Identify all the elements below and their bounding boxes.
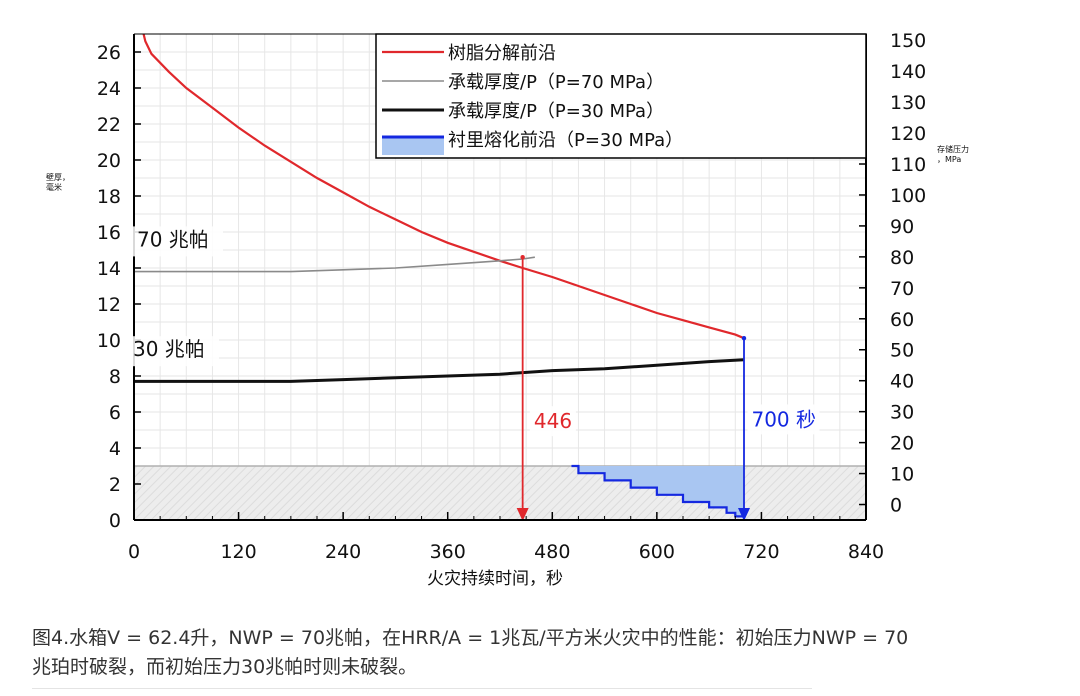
y2-tick-label: 90 <box>890 216 914 238</box>
y2-axis-label-line-2: ，MPa <box>937 155 961 164</box>
y2-tick-label: 100 <box>890 185 926 207</box>
series-line-1 <box>134 256 535 273</box>
y2-tick-label: 80 <box>890 247 914 269</box>
shaded-region-group <box>134 465 866 520</box>
legend-label-3: 衬里熔化前沿（P=30 MPa） <box>448 130 683 151</box>
shaded-region <box>134 466 866 520</box>
legend-swatch-fill-3 <box>382 137 444 155</box>
y-tick-label: 18 <box>97 186 121 208</box>
y-tick-label: 26 <box>97 42 121 64</box>
y-tick-label: 4 <box>109 438 121 460</box>
series-line-2 <box>134 358 745 383</box>
legend-label-0: 树脂分解前沿 <box>448 43 556 64</box>
y2-tick-label: 130 <box>890 92 926 114</box>
annotation-0: 70 兆帕 <box>137 227 209 251</box>
drop-marker-point-0 <box>520 255 525 260</box>
y-tick-label: 6 <box>109 402 121 424</box>
y2-tick-label: 110 <box>890 154 926 176</box>
annotation-bg-2 <box>529 406 576 437</box>
y-tick-label: 14 <box>97 258 121 280</box>
drop-marker-arrow-0 <box>516 508 529 521</box>
y2-tick-label: 120 <box>890 123 926 145</box>
y-tick-label: 12 <box>97 294 121 316</box>
y-tick-label: 8 <box>109 366 121 388</box>
y2-tick-label: 0 <box>890 495 902 517</box>
x-tick-label: 360 <box>430 541 466 563</box>
y2-tick-label: 50 <box>890 340 914 362</box>
x-tick-label: 600 <box>639 541 675 563</box>
y2-tick-label: 60 <box>890 309 914 331</box>
y2-tick-label: 30 <box>890 402 914 424</box>
x-tick-label: 240 <box>325 541 361 563</box>
annotation-1: 30 兆帕 <box>133 337 205 361</box>
tick-labels: 0 120 240 360 480 600 720 840024681012141618202… <box>46 30 969 589</box>
y-tick-label: 2 <box>109 474 121 496</box>
series-line-3 <box>571 464 744 518</box>
y-tick-label: 22 <box>97 114 121 136</box>
annotation-bg-1 <box>129 336 219 367</box>
annotation-bg-0 <box>133 226 223 257</box>
drop-marker-point-1 <box>741 336 747 341</box>
y-tick-label: 0 <box>109 510 121 532</box>
annotation-bg-3 <box>747 404 820 435</box>
y-axis-label-line-1: 壁厚， <box>46 172 70 182</box>
x-tick-label: 120 <box>220 541 256 563</box>
series-group <box>134 33 750 521</box>
series-line-0 <box>142 33 745 340</box>
y-tick-label: 20 <box>97 150 121 172</box>
x-tick-label: 480 <box>534 541 570 563</box>
x-axis-label: 火灾持续时间，秒 <box>427 569 563 589</box>
y2-tick-label: 10 <box>890 464 914 486</box>
y2-tick-label: 140 <box>890 61 926 83</box>
chart: 0 120 240 360 480 600 720 840024681012141618202… <box>46 30 969 589</box>
annotations: 70 兆帕 30 兆帕 446 700 秒 <box>129 226 820 437</box>
legend-label-2: 承载厚度/P（P=30 MPa） <box>448 101 664 122</box>
caption-divider <box>32 688 812 689</box>
legend-label-1: 承载厚度/P（P=70 MPa） <box>448 72 664 93</box>
y-axis-label-line-2: 毫米 <box>46 182 62 192</box>
y-tick-label: 10 <box>97 330 121 352</box>
drop-marker-arrow-1 <box>738 508 750 521</box>
x-tick-label: 840 <box>848 541 884 563</box>
y2-tick-label: 150 <box>890 30 926 52</box>
legend-box <box>375 33 867 159</box>
y2-axis-label-line-1: 存储压力 <box>937 144 969 154</box>
annotation-3: 700 秒 <box>751 407 816 431</box>
y2-tick-label: 20 <box>890 433 914 455</box>
figure-caption: 图4.水箱V = 62.4升，NWP = 70兆帕，在HRR/A = 1兆瓦/平… <box>32 624 1062 682</box>
y-tick-label: 16 <box>97 222 121 244</box>
caption-line-1: 图4.水箱V = 62.4升，NWP = 70兆帕，在HRR/A = 1兆瓦/平… <box>32 627 909 649</box>
y-tick-label: 24 <box>97 78 121 100</box>
x-tick-label: 720 <box>743 541 779 563</box>
y2-tick-label: 40 <box>890 371 914 393</box>
caption-line-2: 兆珀时破裂，而初始压力30兆帕时则未破裂。 <box>32 656 418 678</box>
annotation-2: 446 <box>534 409 572 433</box>
x-tick-label: 0 <box>128 541 140 563</box>
y2-tick-label: 70 <box>890 278 914 300</box>
